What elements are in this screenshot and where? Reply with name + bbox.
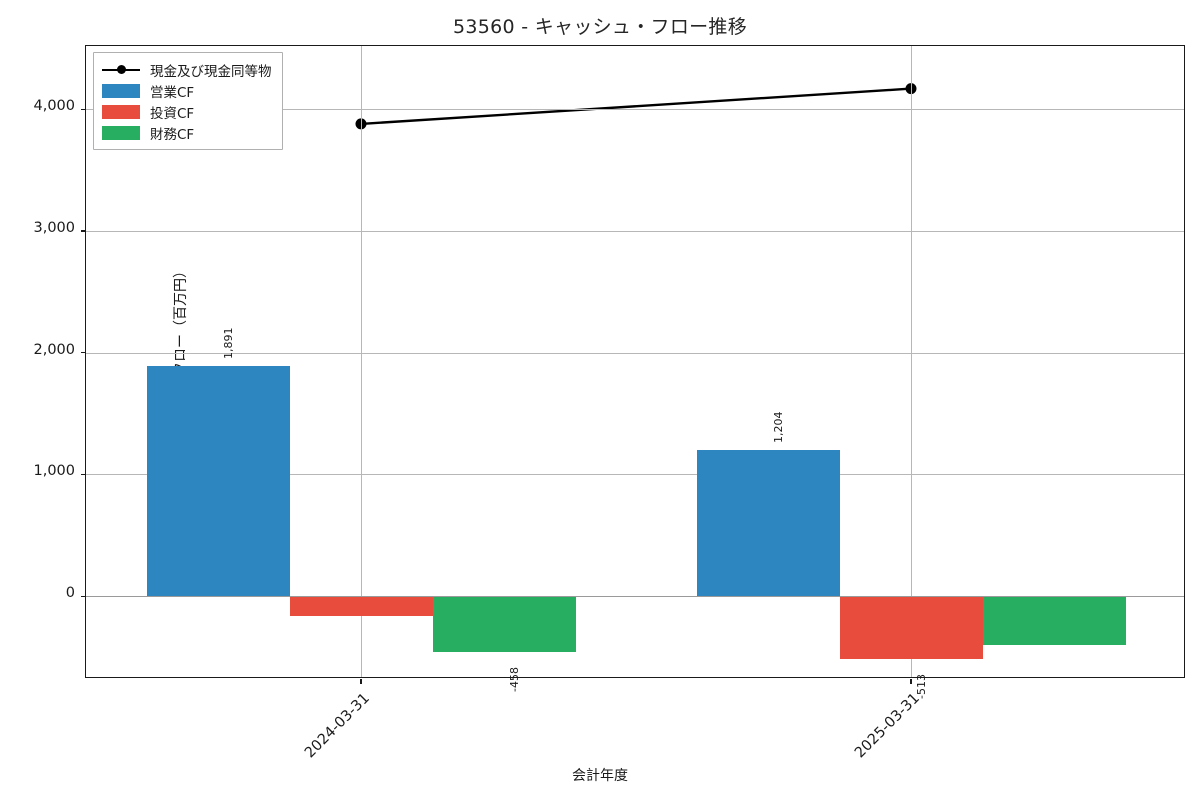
y-tick-label: 2,000 [33,341,75,358]
bar-1-1 [839,596,983,659]
color-swatch-icon [102,125,140,140]
chart-legend: 現金及び現金同等物 営業CF 投資CF 財務CF [93,52,283,150]
y-tick-label: 1,000 [33,463,75,480]
legend-item-operating-cf: 営業CF [102,80,272,101]
legend-label: 投資CF [150,105,195,122]
chart-title: 53560 - キャッシュ・フロー推移 [452,16,748,38]
line-marker-icon [102,62,140,77]
y-tick-mark [81,230,86,232]
y-tick-mark [81,108,86,110]
bar-value-label: 1,204 [772,411,785,443]
bar-value-label: 1,891 [222,327,235,360]
y-gridline [86,474,1184,476]
zero-line [86,596,1184,598]
y-gridline [86,352,1184,354]
legend-label: 財務CF [150,126,195,143]
y-tick-label: 4,000 [33,98,75,115]
x-gridline [361,46,362,677]
x-tick-mark [360,679,362,684]
y-gridline [86,109,1184,111]
plot-area: キャッシュ・フロー（百万円） [81,45,1185,684]
color-swatch-icon [102,83,140,98]
legend-item-cash-equivalents: 現金及び現金同等物 [102,59,272,80]
y-gridline [86,231,1184,233]
y-tick-label: 0 [65,585,75,602]
line-path [360,87,912,126]
x-gridline [911,46,912,677]
x-tick-label: 2024-03-31 [302,690,373,762]
y-tick-mark [81,595,86,597]
legend-item-financing-cf: 財務CF [102,122,272,143]
bar-2-0 [432,596,576,652]
bar-2-1 [982,596,1126,645]
x-tick-mark [910,679,912,684]
y-tick-mark [81,473,86,476]
legend-item-investing-cf: 投資CF [102,101,272,122]
x-axis-label: 会計年度 [572,768,628,784]
bar-1-0 [289,596,433,617]
legend-label: 現金及び現金同等物 [150,63,272,80]
bar-value-label: -458 [508,667,521,692]
bar-0-1 [696,449,840,597]
bar-value-label: -513 [915,673,928,699]
bar-0-0 [146,366,290,597]
x-tick-label: 2025-03-31 [852,690,923,762]
y-tick-mark [81,352,86,354]
y-tick-label: 3,000 [33,220,75,237]
color-swatch-icon [102,104,140,119]
legend-label: 営業CF [150,84,195,101]
